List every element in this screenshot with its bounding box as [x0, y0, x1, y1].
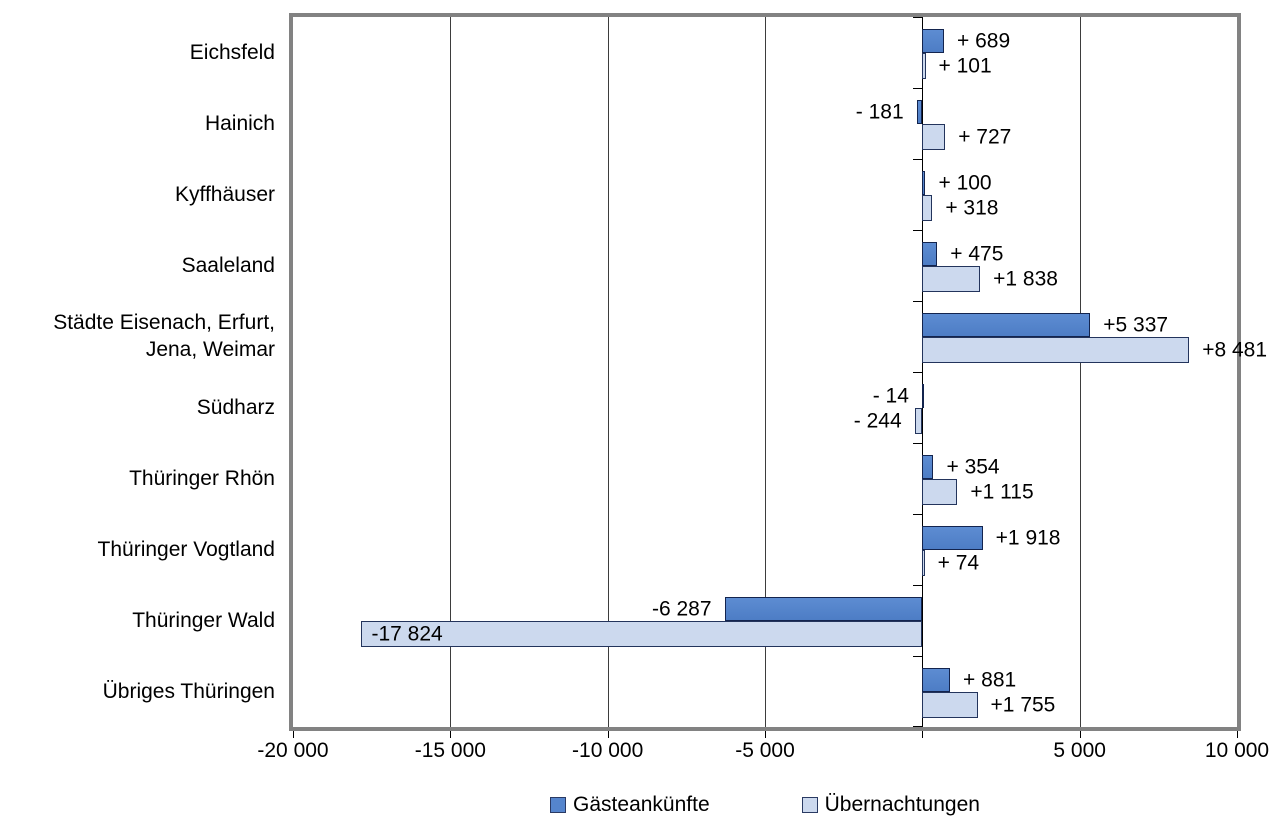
category-tick [913, 372, 923, 373]
category-tick [913, 585, 923, 586]
bar-value-label: +5 337 [1103, 313, 1169, 337]
bar-value-label: +1 838 [993, 267, 1058, 291]
bar-arrivals-row8 [724, 597, 923, 621]
plot-area: + 689 - 181 + 100 + 475 +5 337 - 14 + 354 +1 91… [289, 13, 1267, 731]
x-axis-tick-label: -15 000 [414, 739, 486, 762]
x-axis-ticks [293, 731, 1238, 739]
bar-overnights-row0 [922, 53, 926, 79]
x-axis-tick [450, 731, 452, 738]
bar-arrivals-row5 [921, 384, 924, 408]
gridline [765, 17, 766, 727]
bar-overnights-row4 [922, 337, 1190, 363]
category-tick [913, 514, 923, 515]
legend-label-gaesteankuenfte: Gästeankünfte [573, 793, 710, 816]
category-label: Saaleland [181, 253, 275, 277]
category-tick [913, 159, 923, 160]
bar-overnights-row2 [922, 195, 933, 221]
x-axis-tick-label: -10 000 [572, 739, 644, 762]
category-tick [913, 230, 923, 231]
category-label: Übriges Thüringen [102, 679, 275, 703]
bar-value-label: + 881 [963, 668, 1017, 692]
category-label: Hainich [204, 111, 275, 135]
bar-value-label: + 101 [938, 54, 992, 78]
category-label: Thüringer Rhön [129, 466, 275, 490]
x-axis-tick [1079, 731, 1081, 738]
x-axis-tick-label: -5 000 [735, 739, 795, 762]
category-label: Kyffhäuser [174, 182, 275, 206]
bar-arrivals-row0 [922, 29, 944, 53]
legend-swatch-light-icon [801, 797, 818, 813]
legend: Gästeankünfte Übernachtungen [293, 793, 1237, 817]
bar-value-label: +8 481 [1202, 338, 1268, 362]
zero-axis-line [922, 17, 924, 727]
bar-value-label: - 181 [855, 100, 904, 124]
x-axis-labels: -20 000 -15 000 -10 000 -5 000 5 000 10 000 [257, 739, 1269, 767]
legend-swatch-dark-icon [550, 797, 567, 813]
bar-value-label: - 244 [853, 409, 902, 433]
x-axis-tick [607, 731, 609, 738]
bar-value-label: + 727 [958, 125, 1012, 149]
gridline [450, 17, 452, 727]
category-axis-labels: Eichsfeld Hainich Kyffhäuser Saaleland Städt… [0, 17, 275, 727]
legend-item-gaesteankuenfte: Gästeankünfte [550, 793, 710, 817]
x-axis-tick [765, 731, 766, 738]
category-label: Thüringer Vogtland [97, 537, 275, 561]
gridline [1079, 17, 1081, 727]
bar-arrivals-row7 [922, 526, 983, 550]
bar-overnights-row7 [922, 550, 925, 576]
bar-arrivals-row3 [922, 242, 938, 266]
category-label: Eichsfeld [189, 40, 275, 64]
bar-value-label: + 475 [950, 242, 1004, 266]
bar-value-label: - 14 [872, 384, 909, 408]
category-label: Städte Eisenach, Erfurt, Jena, Weimar [53, 310, 275, 362]
bar-overnights-row6 [922, 479, 958, 505]
bar-overnights-row8 [361, 621, 923, 647]
gridline [607, 17, 609, 727]
bar-value-label: + 100 [938, 171, 992, 195]
bar-value-label: +1 755 [990, 693, 1056, 717]
x-axis-tick [1237, 731, 1238, 738]
x-axis-tick [922, 731, 924, 738]
bar-value-label: + 318 [945, 196, 999, 220]
x-axis-tick [293, 731, 294, 738]
bar-arrivals-row2 [922, 171, 926, 195]
bar-value-label: -17 824 [371, 622, 443, 646]
x-axis-tick-label: 5 000 [1053, 739, 1106, 762]
legend-label-uebernachtungen: Übernachtungen [824, 793, 980, 816]
legend-item-uebernachtungen: Übernachtungen [801, 793, 980, 817]
bar-arrivals-row6 [922, 455, 934, 479]
category-label: Südharz [196, 395, 275, 419]
bar-value-label: +1 918 [995, 526, 1061, 550]
category-tick [913, 17, 923, 18]
category-tick [913, 656, 923, 657]
x-axis-tick-label: 10 000 [1204, 739, 1270, 762]
category-label: Thüringer Wald [132, 608, 275, 632]
bar-arrivals-row9 [922, 668, 951, 692]
bar-overnights-row5 [914, 408, 923, 434]
bar-value-label: + 354 [946, 455, 1000, 479]
category-tick [913, 443, 923, 444]
bar-overnights-row9 [922, 692, 978, 718]
category-tick [913, 301, 923, 302]
bar-arrivals-row1 [916, 100, 923, 124]
category-tick [913, 726, 923, 727]
bar-arrivals-row4 [922, 313, 1091, 337]
bar-overnights-row3 [922, 266, 981, 292]
bar-value-label: +1 115 [970, 480, 1034, 504]
bar-value-label: -6 287 [651, 597, 712, 621]
x-axis-tick-label: -20 000 [257, 739, 329, 762]
bar-overnights-row1 [922, 124, 946, 150]
bar-value-label: + 74 [937, 551, 980, 575]
bar-value-label: + 689 [957, 29, 1011, 53]
category-tick [913, 88, 923, 89]
